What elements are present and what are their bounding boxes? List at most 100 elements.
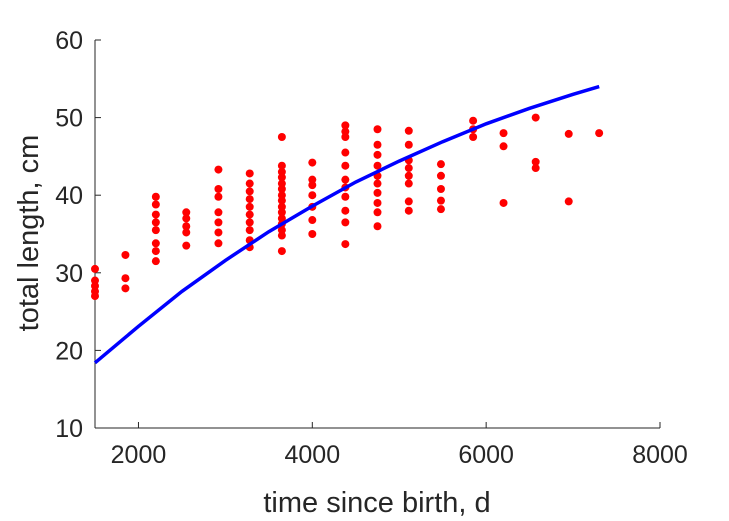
data-point xyxy=(151,257,160,266)
x-tick-label: 4000 xyxy=(284,441,340,469)
data-point xyxy=(341,175,350,184)
data-point xyxy=(373,125,382,134)
data-point xyxy=(499,198,508,207)
data-point xyxy=(245,210,254,219)
data-point xyxy=(245,202,254,211)
data-point xyxy=(151,218,160,227)
data-point xyxy=(182,241,191,250)
data-point xyxy=(469,116,478,125)
x-axis-label: time since birth, d xyxy=(263,487,490,519)
y-tick-label: 50 xyxy=(55,105,83,133)
data-point xyxy=(151,210,160,219)
data-point xyxy=(214,228,223,237)
data-point xyxy=(373,188,382,197)
data-point xyxy=(214,192,223,201)
data-point xyxy=(436,184,445,193)
data-point xyxy=(308,175,317,184)
data-point xyxy=(214,165,223,174)
data-point xyxy=(277,214,286,223)
y-tick-label: 20 xyxy=(55,337,83,365)
y-axis-label: total length, cm xyxy=(13,135,45,332)
data-point xyxy=(469,133,478,141)
data-point xyxy=(564,197,573,206)
data-point xyxy=(214,208,223,217)
data-point xyxy=(277,179,286,188)
data-point xyxy=(564,129,573,138)
data-point xyxy=(341,121,350,130)
data-point xyxy=(277,161,286,170)
data-point xyxy=(245,218,254,227)
data-point xyxy=(151,226,160,235)
data-point xyxy=(499,142,508,151)
data-point xyxy=(214,218,223,227)
data-point xyxy=(182,222,191,231)
data-point xyxy=(245,179,254,188)
data-point xyxy=(182,214,191,223)
data-point xyxy=(436,205,445,214)
data-point xyxy=(151,239,160,248)
data-point xyxy=(245,187,254,196)
data-point xyxy=(531,113,540,122)
data-point xyxy=(308,158,317,167)
data-point xyxy=(373,161,382,170)
data-point xyxy=(404,164,413,173)
data-point xyxy=(277,191,286,200)
data-point xyxy=(182,228,191,237)
data-point xyxy=(277,226,286,235)
data-point xyxy=(341,148,350,157)
data-point xyxy=(404,171,413,180)
data-point xyxy=(151,192,160,201)
data-point xyxy=(373,140,382,149)
data-point xyxy=(341,240,350,249)
data-point xyxy=(404,179,413,188)
data-point xyxy=(436,196,445,205)
data-point xyxy=(245,226,254,235)
data-point xyxy=(404,206,413,215)
data-point xyxy=(277,202,286,211)
data-point xyxy=(531,157,540,166)
data-point xyxy=(436,160,445,169)
data-point xyxy=(404,126,413,135)
data-point xyxy=(499,129,508,138)
data-point xyxy=(404,140,413,149)
data-point xyxy=(214,239,223,248)
data-point xyxy=(531,164,540,173)
data-point xyxy=(436,171,445,180)
data-point xyxy=(373,208,382,217)
data-point xyxy=(121,274,130,283)
data-point xyxy=(341,127,350,136)
data-point xyxy=(341,218,350,227)
series-group xyxy=(91,84,604,365)
y-tick-label: 10 xyxy=(55,415,83,443)
tick-group: 2000 4000 6000 8000 10 20 30 40 50 60 xyxy=(55,27,688,469)
y-tick-label: 40 xyxy=(55,182,83,210)
data-point xyxy=(373,222,382,231)
data-point xyxy=(308,216,317,225)
data-point xyxy=(277,167,286,176)
data-point xyxy=(341,192,350,201)
x-tick-label: 2000 xyxy=(111,441,167,469)
fit-curve xyxy=(93,84,600,365)
data-point xyxy=(277,133,286,141)
data-point xyxy=(151,200,160,209)
data-point xyxy=(245,195,254,204)
data-point xyxy=(341,206,350,215)
data-point xyxy=(91,264,99,273)
data-point xyxy=(214,184,223,193)
y-tick-label: 60 xyxy=(55,27,83,55)
data-point xyxy=(308,230,317,238)
data-point xyxy=(373,179,382,188)
data-point xyxy=(182,208,191,217)
data-point xyxy=(277,247,286,256)
data-point xyxy=(341,161,350,170)
data-point xyxy=(121,250,130,259)
data-point xyxy=(373,198,382,207)
data-point xyxy=(373,150,382,159)
y-tick-label: 30 xyxy=(55,260,83,288)
x-tick-label: 8000 xyxy=(632,441,688,469)
x-tick-label: 6000 xyxy=(458,441,514,469)
data-point xyxy=(151,247,160,256)
data-point xyxy=(245,169,254,178)
data-point xyxy=(595,129,604,138)
